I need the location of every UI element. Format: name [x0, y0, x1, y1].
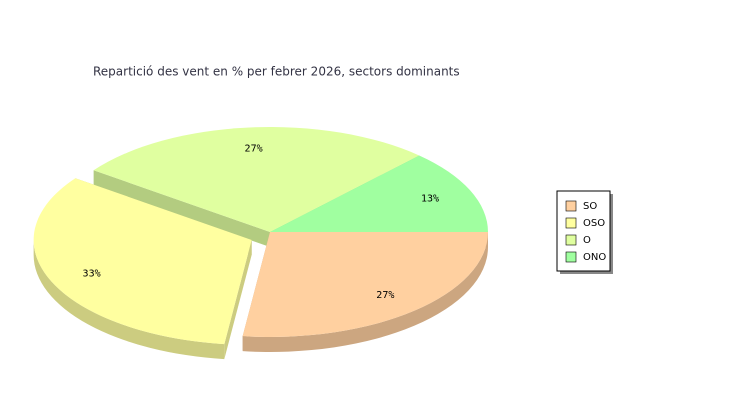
slice-wall: [93, 170, 270, 247]
slice-label: 33%: [83, 268, 101, 279]
slice-label: 27%: [245, 143, 263, 154]
slice-side: [242, 232, 488, 352]
slice: [33, 178, 252, 345]
slice-label: 13%: [421, 194, 439, 205]
legend-swatch: [565, 217, 577, 229]
legend-swatch: [565, 200, 577, 212]
slice: [93, 126, 420, 232]
slice: [270, 155, 488, 232]
legend-label: OSO: [583, 218, 605, 229]
legend-label: SO: [583, 201, 597, 212]
slice-side: [33, 239, 225, 360]
slice-wall: [224, 239, 252, 360]
slice-label: 27%: [376, 290, 394, 301]
legend-swatch: [565, 251, 577, 263]
chart-title: Repartició des vent en % per febrer 2026…: [93, 65, 460, 79]
slice: [242, 232, 488, 337]
legend-label: O: [583, 235, 591, 246]
legend-swatch: [565, 234, 577, 246]
legend-label: ONO: [583, 252, 606, 263]
